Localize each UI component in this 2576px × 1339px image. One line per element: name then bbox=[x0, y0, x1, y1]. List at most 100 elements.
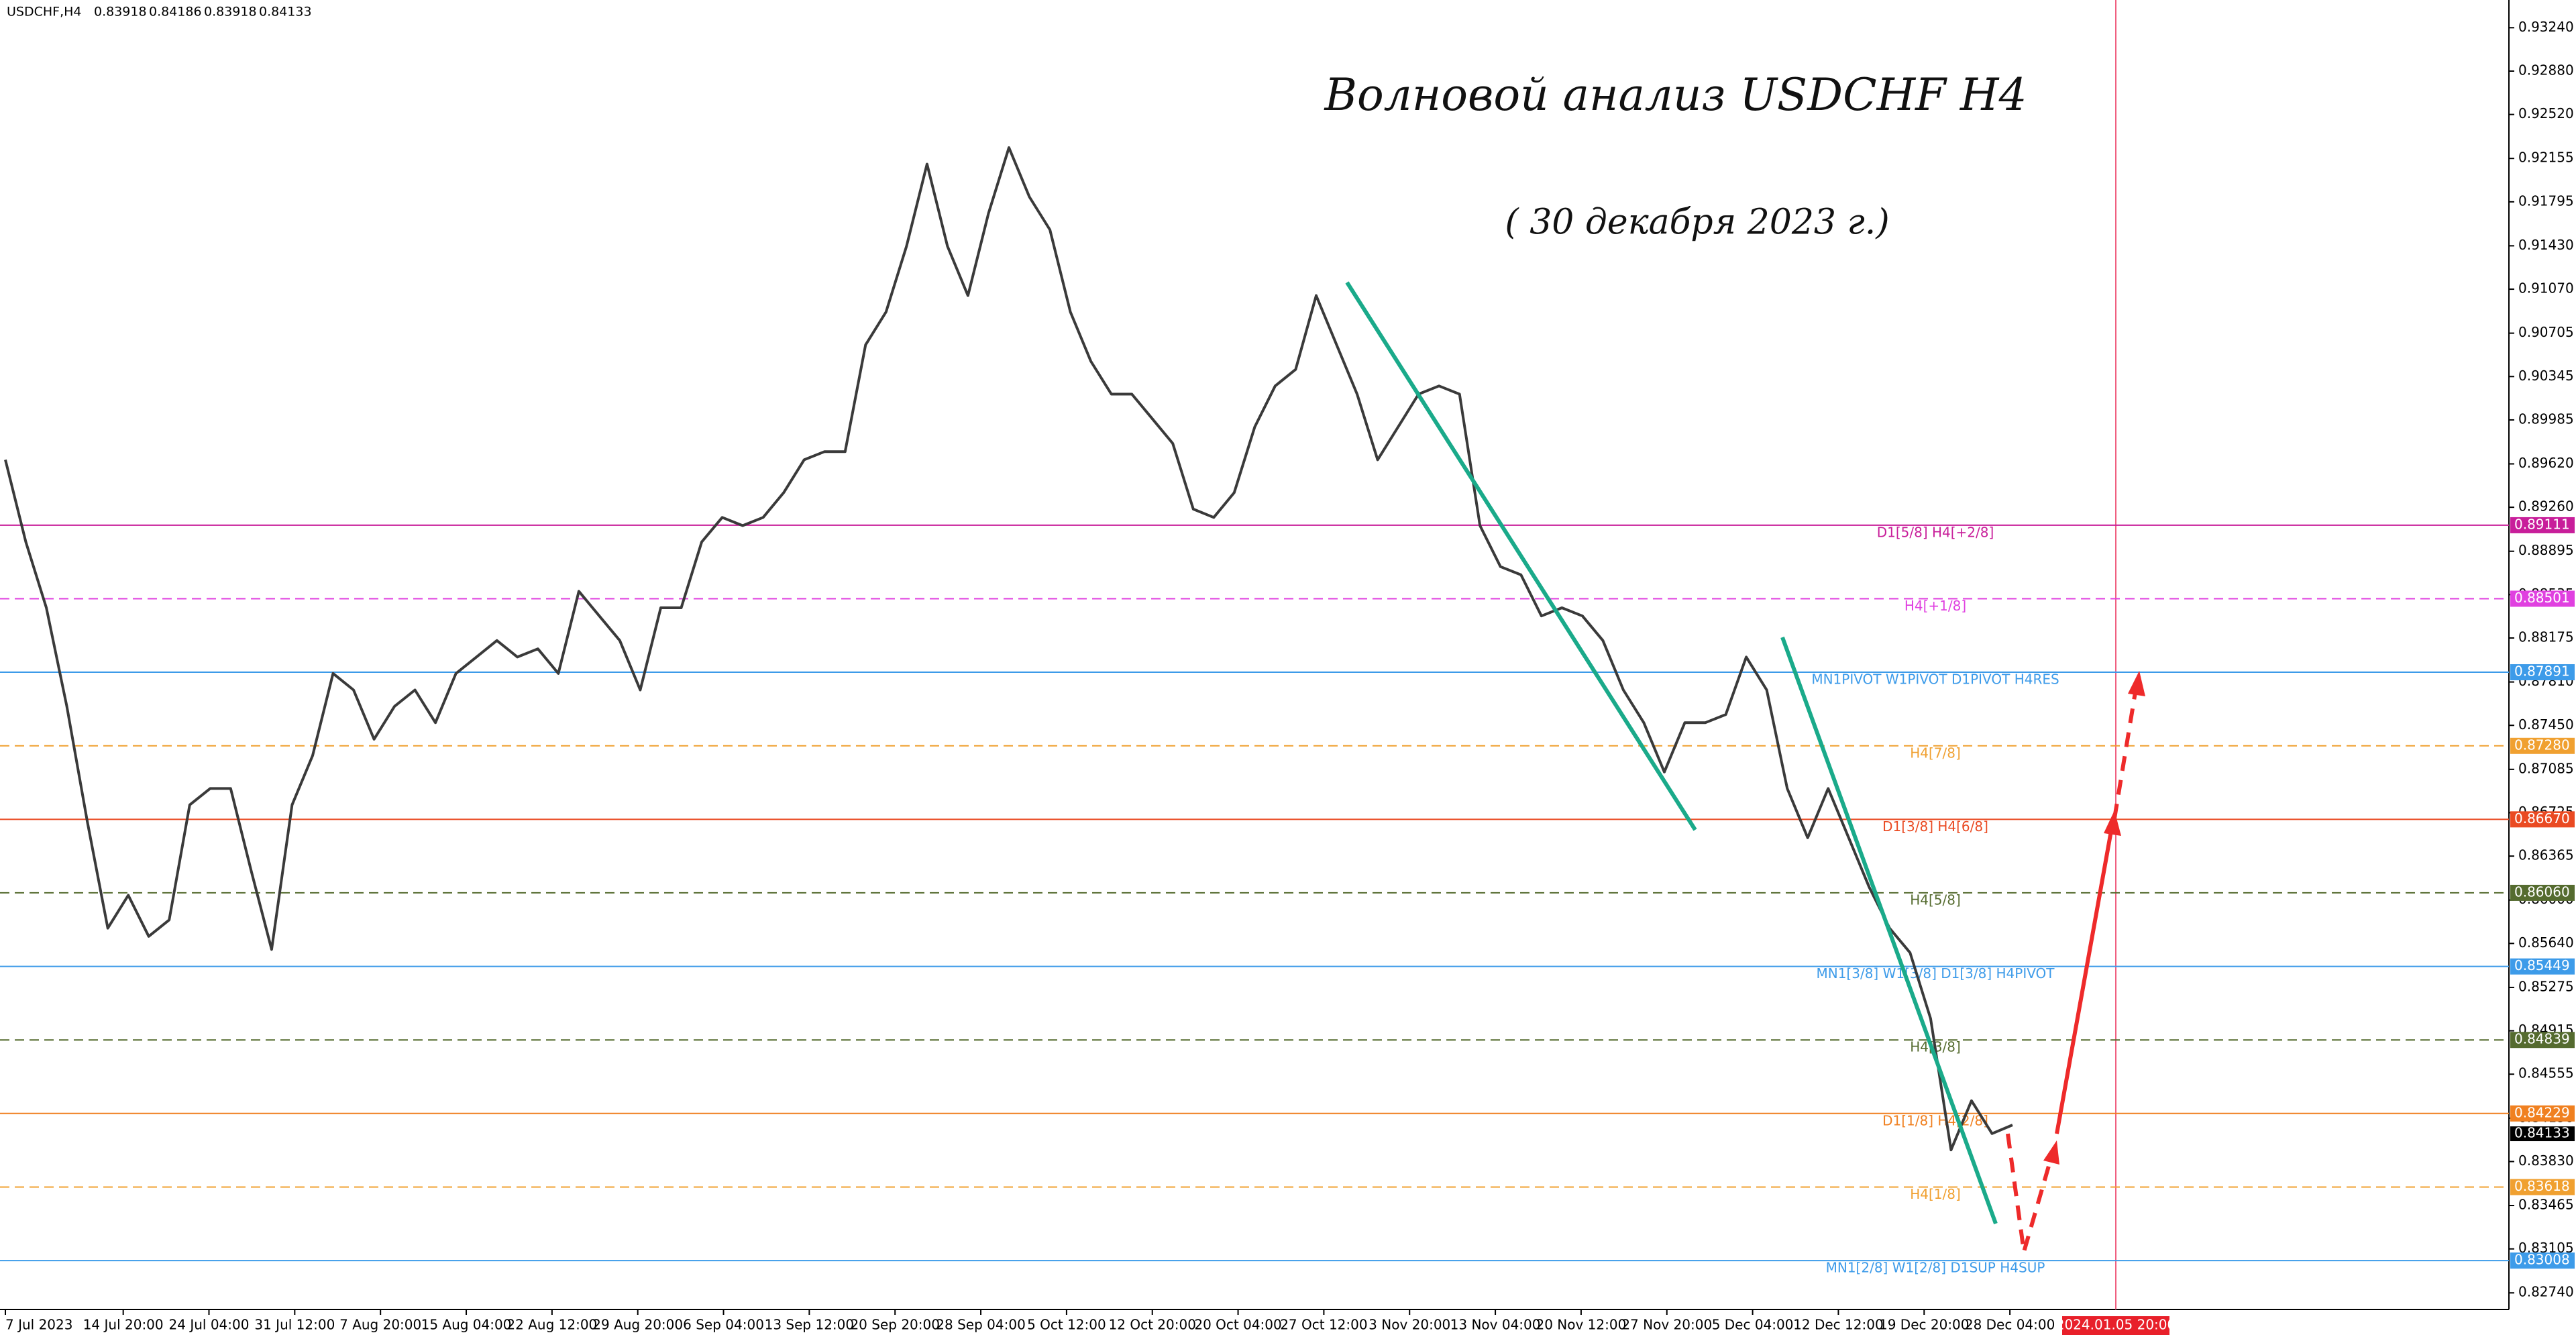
level-price: 0.83618 bbox=[2514, 1178, 2570, 1194]
level-text: D1[1/8] H4[2/8] bbox=[1882, 1112, 1988, 1128]
y-tick-label: 0.91795 bbox=[2518, 193, 2574, 209]
level-price: 0.84229 bbox=[2514, 1104, 2570, 1120]
level-price-box bbox=[2510, 1032, 2575, 1049]
level-text: H4[5/8] bbox=[1910, 892, 1961, 908]
level-price: 0.83008 bbox=[2514, 1252, 2570, 1268]
level-price: 0.85449 bbox=[2514, 957, 2570, 973]
x-tick-label: 5 Oct 12:00 bbox=[1027, 1317, 1106, 1333]
forecast-line bbox=[2055, 819, 2115, 1134]
y-tick-label: 0.89620 bbox=[2518, 455, 2574, 471]
x-tick-label: 27 Oct 12:00 bbox=[1280, 1317, 1367, 1333]
x-tick-label: 19 Dec 20:00 bbox=[1879, 1317, 1970, 1333]
level-text: D1[3/8] H4[6/8] bbox=[1882, 818, 1988, 835]
y-tick-label: 0.85640 bbox=[2518, 934, 2574, 951]
annotations bbox=[1345, 281, 2145, 1252]
level-price-box bbox=[2510, 517, 2575, 533]
y-tick-label: 0.82740 bbox=[2518, 1284, 2574, 1300]
level-text: H4[+1/8] bbox=[1904, 598, 1966, 614]
price-line bbox=[4, 146, 2013, 1152]
arrow-head bbox=[2043, 1140, 2059, 1165]
y-tick-label: 0.87085 bbox=[2518, 760, 2574, 776]
trend-line bbox=[1780, 636, 1998, 1225]
x-tick-label: 24 Jul 04:00 bbox=[169, 1317, 250, 1333]
x-tick-label: 7 Jul 2023 bbox=[5, 1317, 72, 1333]
y-tick-label: 0.85275 bbox=[2518, 978, 2574, 994]
level-price-box bbox=[2510, 884, 2575, 901]
level-text: MN1[3/8] W1[3/8] D1[3/8] H4PIVOT bbox=[1816, 965, 2055, 981]
ohlc-value: 0.84133 bbox=[259, 5, 312, 19]
current-price-box bbox=[2510, 1126, 2575, 1142]
ohlc-value: 0.83918 bbox=[94, 5, 147, 19]
y-tick-label: 0.91070 bbox=[2518, 280, 2574, 297]
level-price: 0.86060 bbox=[2514, 883, 2570, 900]
symbol: USDCHF,H4 bbox=[7, 5, 82, 19]
level-text: D1[5/8] H4[+2/8] bbox=[1877, 524, 1994, 540]
y-tick-label: 0.93240 bbox=[2518, 19, 2574, 35]
y-tick-label: 0.89985 bbox=[2518, 411, 2574, 427]
y-tick-label: 0.88175 bbox=[2518, 629, 2574, 645]
chart-title: Волновой анализ USDCHF H4 bbox=[1324, 69, 2027, 121]
x-tick-label: 13 Nov 04:00 bbox=[1450, 1317, 1541, 1333]
x-tick-label: 20 Sep 20:00 bbox=[850, 1317, 940, 1333]
y-tick-label: 0.91430 bbox=[2518, 237, 2574, 253]
current-price: 0.84133 bbox=[2514, 1125, 2570, 1141]
y-tick-label: 0.92520 bbox=[2518, 105, 2574, 121]
level-price-box bbox=[2510, 590, 2575, 607]
ohlc-value: 0.84186 bbox=[149, 5, 202, 19]
y-tick-label: 0.92155 bbox=[2518, 150, 2574, 166]
cursor-time: 2024.01.05 20:00 bbox=[2056, 1317, 2176, 1333]
y-tick-label: 0.83465 bbox=[2518, 1197, 2574, 1213]
x-tick-label: 13 Sep 12:00 bbox=[765, 1317, 855, 1333]
level-text: MN1PIVOT W1PIVOT D1PIVOT H4RES bbox=[1811, 672, 2059, 688]
arrow-head bbox=[2128, 671, 2145, 696]
x-tick-label: 29 Aug 20:00 bbox=[592, 1317, 683, 1333]
level-text: H4[7/8] bbox=[1910, 745, 1961, 761]
level-price-box bbox=[2510, 1252, 2575, 1269]
chart-subtitle: ( 30 декабря 2023 г.) bbox=[1505, 203, 1889, 243]
x-tick-label: 12 Dec 12:00 bbox=[1793, 1317, 1884, 1333]
x-tick-label: 28 Dec 04:00 bbox=[1965, 1317, 2055, 1333]
x-tick-label: 6 Sep 04:00 bbox=[683, 1317, 764, 1333]
y-tick-label: 0.89260 bbox=[2518, 498, 2574, 515]
level-price-box bbox=[2510, 958, 2575, 975]
x-tick-label: 20 Nov 12:00 bbox=[1536, 1317, 1626, 1333]
x-tick-label: 22 Aug 12:00 bbox=[506, 1317, 597, 1333]
level-price: 0.87280 bbox=[2514, 737, 2570, 753]
y-tick-label: 0.92880 bbox=[2518, 62, 2574, 78]
y-tick-label: 0.84555 bbox=[2518, 1065, 2574, 1081]
x-tick-label: 20 Oct 04:00 bbox=[1194, 1317, 1281, 1333]
x-tick-label: 3 Nov 20:00 bbox=[1368, 1317, 1450, 1333]
level-price: 0.84839 bbox=[2514, 1031, 2570, 1047]
x-tick-label: 7 Aug 20:00 bbox=[339, 1317, 421, 1333]
y-tick-label: 0.83830 bbox=[2518, 1153, 2574, 1169]
x-tick-label: 15 Aug 04:00 bbox=[421, 1317, 512, 1333]
y-tick-label: 0.87450 bbox=[2518, 716, 2574, 733]
x-tick-label: 28 Sep 04:00 bbox=[936, 1317, 1026, 1333]
level-price: 0.88501 bbox=[2514, 590, 2570, 606]
level-price-box bbox=[2510, 811, 2575, 828]
x-tick-label: 27 Nov 20:00 bbox=[1621, 1317, 1712, 1333]
x-tick-label: 31 Jul 12:00 bbox=[254, 1317, 335, 1333]
trend-line bbox=[1345, 281, 1697, 831]
y-tick-label: 0.88895 bbox=[2518, 542, 2574, 558]
level-price-box bbox=[2510, 737, 2575, 754]
level-price: 0.86670 bbox=[2514, 810, 2570, 826]
level-text: H4[1/8] bbox=[1910, 1186, 1961, 1202]
x-tick-label: 12 Oct 20:00 bbox=[1109, 1317, 1196, 1333]
arrow-head bbox=[2104, 810, 2121, 836]
y-tick-label: 0.90705 bbox=[2518, 324, 2574, 340]
level-price-box bbox=[2510, 1105, 2575, 1122]
cursor-time-box bbox=[2062, 1316, 2169, 1335]
ohlc-value: 0.83918 bbox=[204, 5, 257, 19]
y-tick-label: 0.86365 bbox=[2518, 847, 2574, 863]
level-text: MN1[2/8] W1[2/8] D1SUP H4SUP bbox=[1826, 1260, 2045, 1276]
y-tick-label: 0.90345 bbox=[2518, 368, 2574, 384]
level-price: 0.89111 bbox=[2514, 516, 2570, 532]
level-price: 0.87891 bbox=[2514, 663, 2570, 680]
level-price-box bbox=[2510, 664, 2575, 681]
x-tick-label: 14 Jul 20:00 bbox=[83, 1317, 164, 1333]
x-tick-label: 5 Dec 04:00 bbox=[1712, 1317, 1794, 1333]
level-price-box bbox=[2510, 1179, 2575, 1195]
